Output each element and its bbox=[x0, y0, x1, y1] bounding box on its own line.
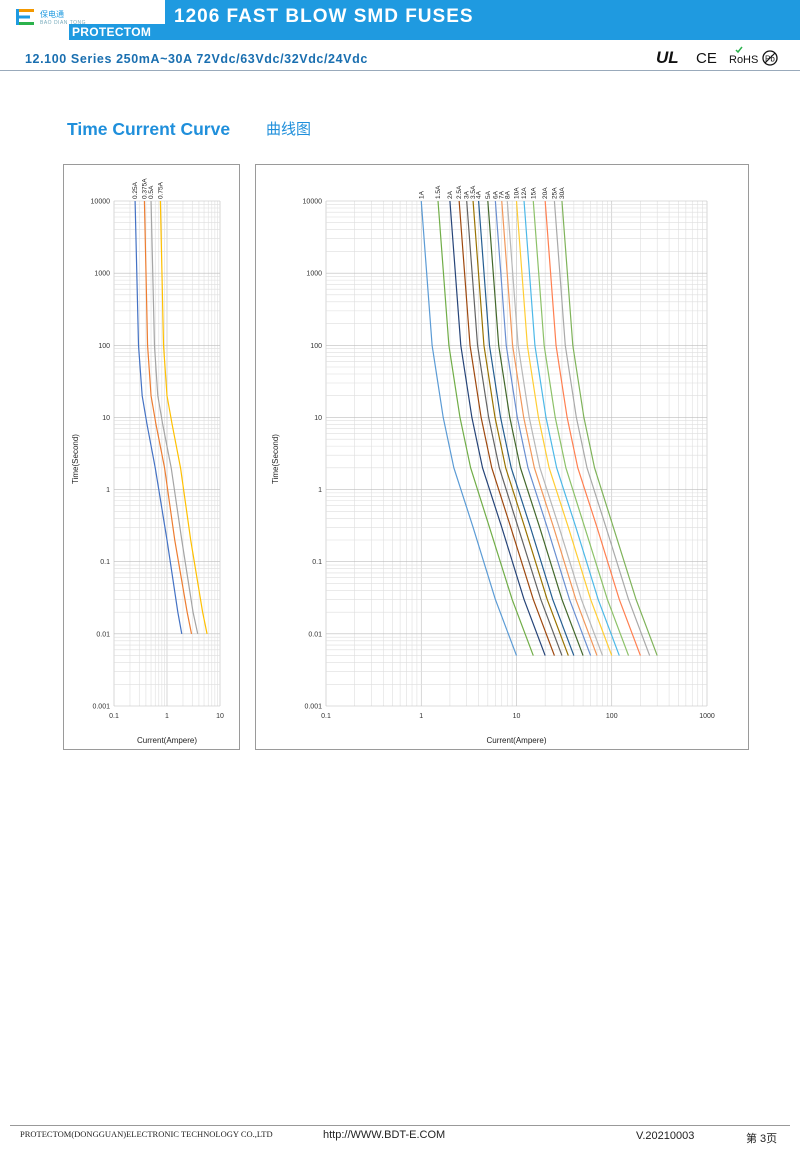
series-label-30A: 30A bbox=[559, 187, 566, 199]
series-label-0.5A: 0.5A bbox=[148, 185, 155, 199]
series-line-2.5A bbox=[458, 200, 555, 656]
series-line-7A bbox=[501, 200, 598, 656]
x-tick-label: 1 bbox=[419, 713, 423, 720]
pb-free-icon: Pb bbox=[762, 50, 778, 66]
certification-marks: UL CE RoHS Pb bbox=[656, 46, 778, 67]
series-line-6A bbox=[494, 200, 592, 656]
footer-page-number: 第 3页 bbox=[746, 1133, 778, 1145]
x-tick-label: 1000 bbox=[699, 713, 715, 720]
time-current-chart-small: 0.001 0.01 0.1 1 10 100 1000 10000 0.1 1 10 Current… bbox=[71, 178, 224, 745]
ce-mark-icon: CE bbox=[696, 50, 717, 67]
series-label-25A: 25A bbox=[551, 187, 558, 199]
series-line-1.5A bbox=[437, 200, 534, 656]
section-title-cn: 曲线图 bbox=[266, 121, 312, 138]
y-tick-label: 10000 bbox=[91, 199, 111, 206]
footer-version: V.20210003 bbox=[636, 1130, 695, 1142]
y-tick-label: 1000 bbox=[306, 271, 322, 278]
series-label-0.75A: 0.75A bbox=[157, 181, 164, 199]
series-label-15A: 15A bbox=[530, 187, 537, 199]
series-line-0.5A bbox=[150, 200, 199, 634]
subtitle-divider bbox=[0, 70, 800, 71]
chart-panel-large: 0.001 0.01 0.1 1 10 100 1000 10000 0.1 1 10 100 1000… bbox=[255, 164, 749, 750]
logo-e-icon bbox=[16, 9, 34, 25]
brand-name: PROTECTOM bbox=[69, 24, 165, 40]
series-line-5A bbox=[487, 200, 584, 656]
footer-company: PROTECTOM(DONGGUAN)ELECTRONIC TECHNOLOGY… bbox=[20, 1129, 273, 1139]
x-tick-label: 0.1 bbox=[321, 713, 331, 720]
y-tick-label: 0.001 bbox=[304, 704, 322, 711]
series-line-8A bbox=[506, 200, 604, 656]
series-label-7A: 7A bbox=[499, 190, 506, 199]
series-line-25A bbox=[553, 200, 651, 656]
series-line-4A bbox=[478, 200, 575, 656]
series-label-2A: 2A bbox=[447, 190, 454, 199]
y-tick-label: 1 bbox=[106, 487, 110, 494]
ul-mark-icon: UL bbox=[656, 48, 679, 67]
section-title: Time Current Curve bbox=[67, 119, 231, 139]
series-line-30A bbox=[561, 200, 658, 656]
y-tick-label: 100 bbox=[98, 343, 110, 350]
y-tick-label: 0.001 bbox=[92, 704, 110, 711]
series-line-1A bbox=[420, 200, 518, 656]
series-label-0.375A: 0.375A bbox=[141, 178, 148, 199]
x-tick-label: 10 bbox=[216, 713, 224, 720]
x-tick-label: 1 bbox=[165, 713, 169, 720]
y-tick-label: 0.01 bbox=[308, 631, 322, 638]
y-tick-label: 0.1 bbox=[100, 559, 110, 566]
series-line-2A bbox=[449, 200, 546, 656]
series-line-12A bbox=[523, 200, 620, 656]
logo-small-text: BAO DIAN TONG bbox=[40, 20, 87, 26]
time-current-chart-large: 0.001 0.01 0.1 1 10 100 1000 10000 0.1 1 10 100 1000… bbox=[271, 185, 715, 745]
y-tick-label: 100 bbox=[310, 343, 322, 350]
cert-ce: CE bbox=[696, 50, 717, 67]
y-axis-label: Time(Second) bbox=[271, 434, 280, 484]
x-tick-label: 100 bbox=[606, 713, 618, 720]
series-line-0.375A bbox=[143, 200, 193, 634]
series-label-1A: 1A bbox=[418, 190, 425, 199]
series-line-0.25A bbox=[134, 200, 183, 634]
y-axis-label: Time(Second) bbox=[71, 434, 80, 484]
y-tick-label: 0.01 bbox=[96, 631, 110, 638]
series-label-6A: 6A bbox=[492, 190, 499, 199]
series-label-3A: 3A bbox=[464, 190, 471, 199]
series-label-0.25A: 0.25A bbox=[132, 181, 139, 199]
series-label-10A: 10A bbox=[514, 187, 521, 199]
grid bbox=[325, 200, 708, 707]
logo-cn-text: 保电通 bbox=[40, 10, 64, 19]
series-label-2.5A: 2.5A bbox=[456, 185, 463, 199]
series-label-1.5A: 1.5A bbox=[435, 185, 442, 199]
series-subtitle: 12.100 Series 250mA~30A 72Vdc/63Vdc/32Vd… bbox=[25, 52, 368, 66]
footer-divider bbox=[10, 1125, 790, 1126]
series-line-20A bbox=[544, 200, 641, 656]
series-label-3.5A: 3.5A bbox=[470, 185, 477, 199]
footer-website-link[interactable]: http://WWW.BDT-E.COM bbox=[323, 1129, 446, 1141]
x-axis-label: Current(Ampere) bbox=[137, 736, 197, 745]
series-line-10A bbox=[515, 200, 613, 656]
series-line-0.75A bbox=[159, 200, 208, 634]
document-title: 1206 FAST BLOW SMD FUSES bbox=[174, 6, 474, 27]
y-tick-label: 1000 bbox=[94, 271, 110, 278]
y-tick-label: 10000 bbox=[303, 199, 323, 206]
cert-ul: UL bbox=[656, 48, 679, 67]
series-label-12A: 12A bbox=[521, 187, 528, 199]
chart-panel-small: 0.001 0.01 0.1 1 10 100 1000 10000 0.1 1 10 Current… bbox=[63, 164, 240, 750]
x-tick-label: 10 bbox=[513, 713, 521, 720]
series-label-5A: 5A bbox=[485, 190, 492, 199]
grid bbox=[113, 200, 221, 707]
series-label-4A: 4A bbox=[476, 190, 483, 199]
series-label-20A: 20A bbox=[542, 187, 549, 199]
series-line-3A bbox=[466, 200, 563, 656]
series-line-3.5A bbox=[472, 200, 569, 656]
cert-rohs: RoHS bbox=[729, 54, 758, 66]
x-axis-label: Current(Ampere) bbox=[486, 736, 546, 745]
y-tick-label: 0.1 bbox=[312, 559, 322, 566]
series-label-8A: 8A bbox=[504, 190, 511, 199]
rohs-mark-icon: RoHS bbox=[729, 46, 758, 66]
x-tick-label: 0.1 bbox=[109, 713, 119, 720]
cert-pb: Pb bbox=[765, 55, 775, 64]
y-tick-label: 10 bbox=[102, 415, 110, 422]
series-line-15A bbox=[532, 200, 630, 656]
y-tick-label: 1 bbox=[318, 487, 322, 494]
y-tick-label: 10 bbox=[314, 415, 322, 422]
